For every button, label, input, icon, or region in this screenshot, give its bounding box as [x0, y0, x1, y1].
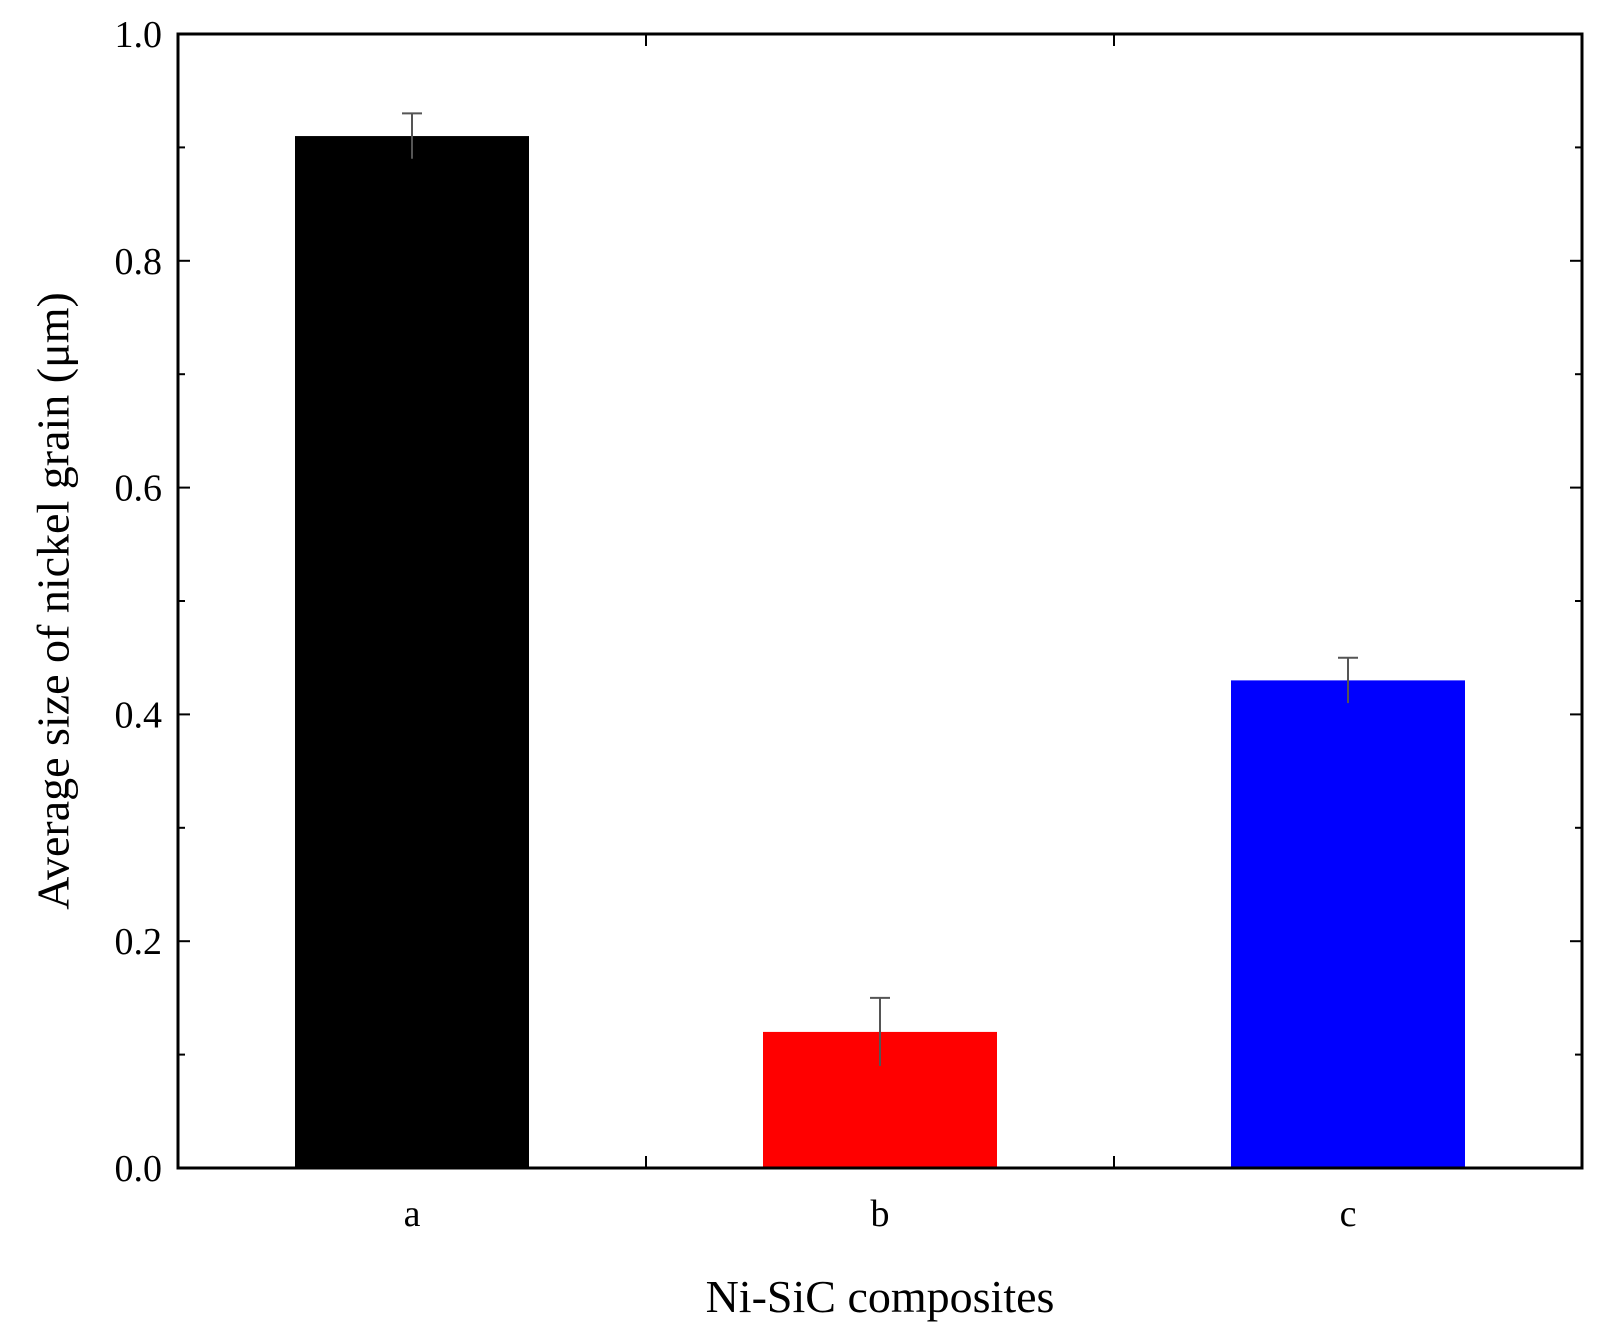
bars-layer — [295, 136, 1465, 1168]
x-tick-label-b: b — [871, 1193, 890, 1235]
x-axis: a b c — [404, 34, 1357, 1235]
bar-a — [295, 136, 529, 1168]
x-axis-title: Ni-SiC composites — [706, 1271, 1055, 1322]
error-bars-layer — [402, 112, 1358, 1066]
y-axis: 0.0 0.2 0.4 0.6 0.8 1.0 — [115, 14, 1582, 1190]
y-tick-label: 0.2 — [115, 921, 163, 963]
bar-c — [1231, 680, 1465, 1168]
y-tick-label: 1.0 — [115, 14, 163, 56]
x-tick-label-a: a — [404, 1193, 421, 1235]
y-tick-label: 0.0 — [115, 1148, 163, 1190]
y-tick-label: 0.6 — [115, 468, 163, 510]
y-tick-label: 0.4 — [115, 694, 163, 736]
y-tick-label: 0.8 — [115, 241, 163, 283]
x-tick-label-c: c — [1340, 1193, 1357, 1235]
y-axis-title: Average size of nickel grain (μm) — [28, 292, 79, 910]
